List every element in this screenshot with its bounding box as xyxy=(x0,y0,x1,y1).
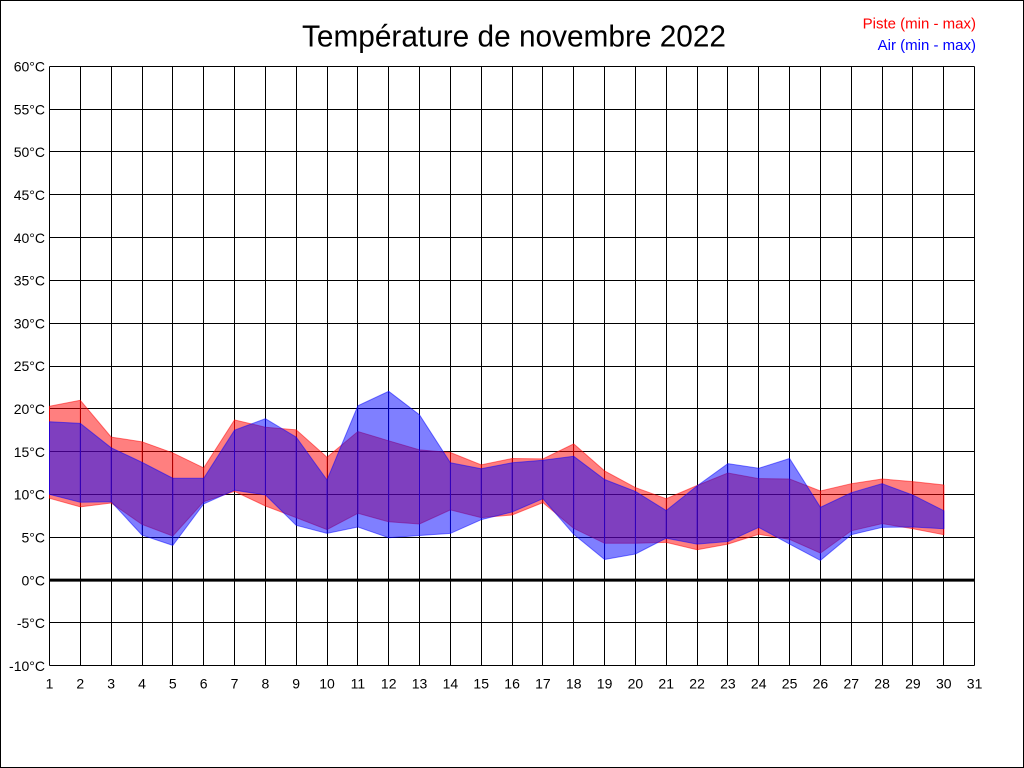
svg-text:45°C: 45°C xyxy=(14,187,45,203)
svg-text:2: 2 xyxy=(76,676,84,692)
svg-text:28: 28 xyxy=(874,676,890,692)
svg-text:31: 31 xyxy=(967,676,983,692)
svg-text:6: 6 xyxy=(200,676,208,692)
svg-text:8: 8 xyxy=(262,676,270,692)
svg-text:60°C: 60°C xyxy=(14,59,45,75)
svg-text:5°C: 5°C xyxy=(22,530,46,546)
svg-text:5: 5 xyxy=(169,676,177,692)
svg-text:3: 3 xyxy=(107,676,115,692)
svg-text:19: 19 xyxy=(597,676,613,692)
svg-text:12: 12 xyxy=(381,676,397,692)
svg-text:17: 17 xyxy=(535,676,551,692)
svg-text:16: 16 xyxy=(504,676,520,692)
svg-text:Air (min - max): Air (min - max) xyxy=(878,37,976,54)
svg-text:15°C: 15°C xyxy=(14,444,45,460)
svg-text:Piste (min - max): Piste (min - max) xyxy=(863,15,976,32)
svg-text:40°C: 40°C xyxy=(14,230,45,246)
svg-text:21: 21 xyxy=(658,676,674,692)
svg-text:22: 22 xyxy=(689,676,705,692)
svg-text:7: 7 xyxy=(231,676,239,692)
svg-text:30°C: 30°C xyxy=(14,315,45,331)
svg-text:27: 27 xyxy=(844,676,860,692)
svg-text:13: 13 xyxy=(412,676,428,692)
svg-text:29: 29 xyxy=(905,676,921,692)
svg-text:-5°C: -5°C xyxy=(17,615,45,631)
svg-text:24: 24 xyxy=(751,676,767,692)
svg-text:4: 4 xyxy=(138,676,146,692)
svg-text:10: 10 xyxy=(319,676,335,692)
svg-text:35°C: 35°C xyxy=(14,273,45,289)
svg-text:20°C: 20°C xyxy=(14,401,45,417)
svg-text:1: 1 xyxy=(46,676,54,692)
svg-text:15: 15 xyxy=(473,676,489,692)
svg-text:55°C: 55°C xyxy=(14,101,45,117)
svg-text:30: 30 xyxy=(936,676,952,692)
svg-text:-10°C: -10°C xyxy=(9,658,45,674)
svg-text:18: 18 xyxy=(566,676,582,692)
svg-text:Température de novembre 2022: Température de novembre 2022 xyxy=(302,18,726,53)
svg-text:11: 11 xyxy=(351,676,366,692)
svg-text:50°C: 50°C xyxy=(14,144,45,160)
svg-text:25: 25 xyxy=(782,676,798,692)
svg-text:25°C: 25°C xyxy=(14,358,45,374)
svg-text:23: 23 xyxy=(720,676,736,692)
svg-text:9: 9 xyxy=(292,676,300,692)
svg-text:14: 14 xyxy=(443,676,459,692)
svg-text:0°C: 0°C xyxy=(22,572,46,588)
svg-text:10°C: 10°C xyxy=(14,487,45,503)
svg-text:20: 20 xyxy=(628,676,644,692)
svg-text:26: 26 xyxy=(813,676,829,692)
